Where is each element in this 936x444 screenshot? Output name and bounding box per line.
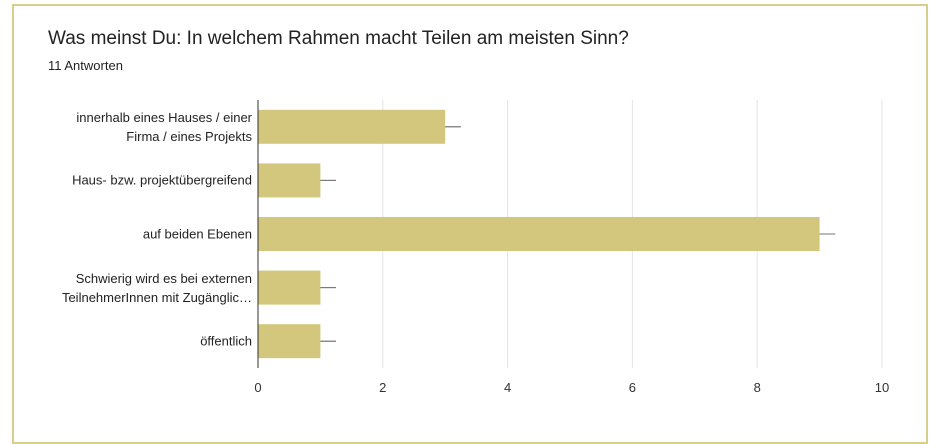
bar <box>258 109 446 144</box>
x-tick-label: 0 <box>254 380 261 395</box>
x-tick-label: 10 <box>875 380 889 395</box>
bar <box>258 163 321 198</box>
x-tick-label: 4 <box>504 380 511 395</box>
bar <box>258 270 321 305</box>
y-tick-label: öffentlich <box>200 333 252 349</box>
y-tick-label: Haus- bzw. projektübergreifend <box>72 172 252 188</box>
y-tick-label: innerhalb eines Hauses / einer Firma / e… <box>76 109 252 144</box>
bar <box>258 324 321 359</box>
x-tick-label: 6 <box>629 380 636 395</box>
subtitle: 11 Antworten <box>48 58 123 73</box>
chart: Was meinst Du: In welchem Rahmen macht T… <box>48 28 889 395</box>
bar <box>258 217 820 251</box>
y-tick-label: Schwierig wird es bei externen Teilnehme… <box>61 270 252 305</box>
chart-title: Was meinst Du: In welchem Rahmen macht T… <box>48 28 629 49</box>
y-tick-label: auf beiden Ebenen <box>142 226 252 242</box>
x-tick-label: 2 <box>379 380 386 395</box>
x-tick-label: 8 <box>754 380 761 395</box>
